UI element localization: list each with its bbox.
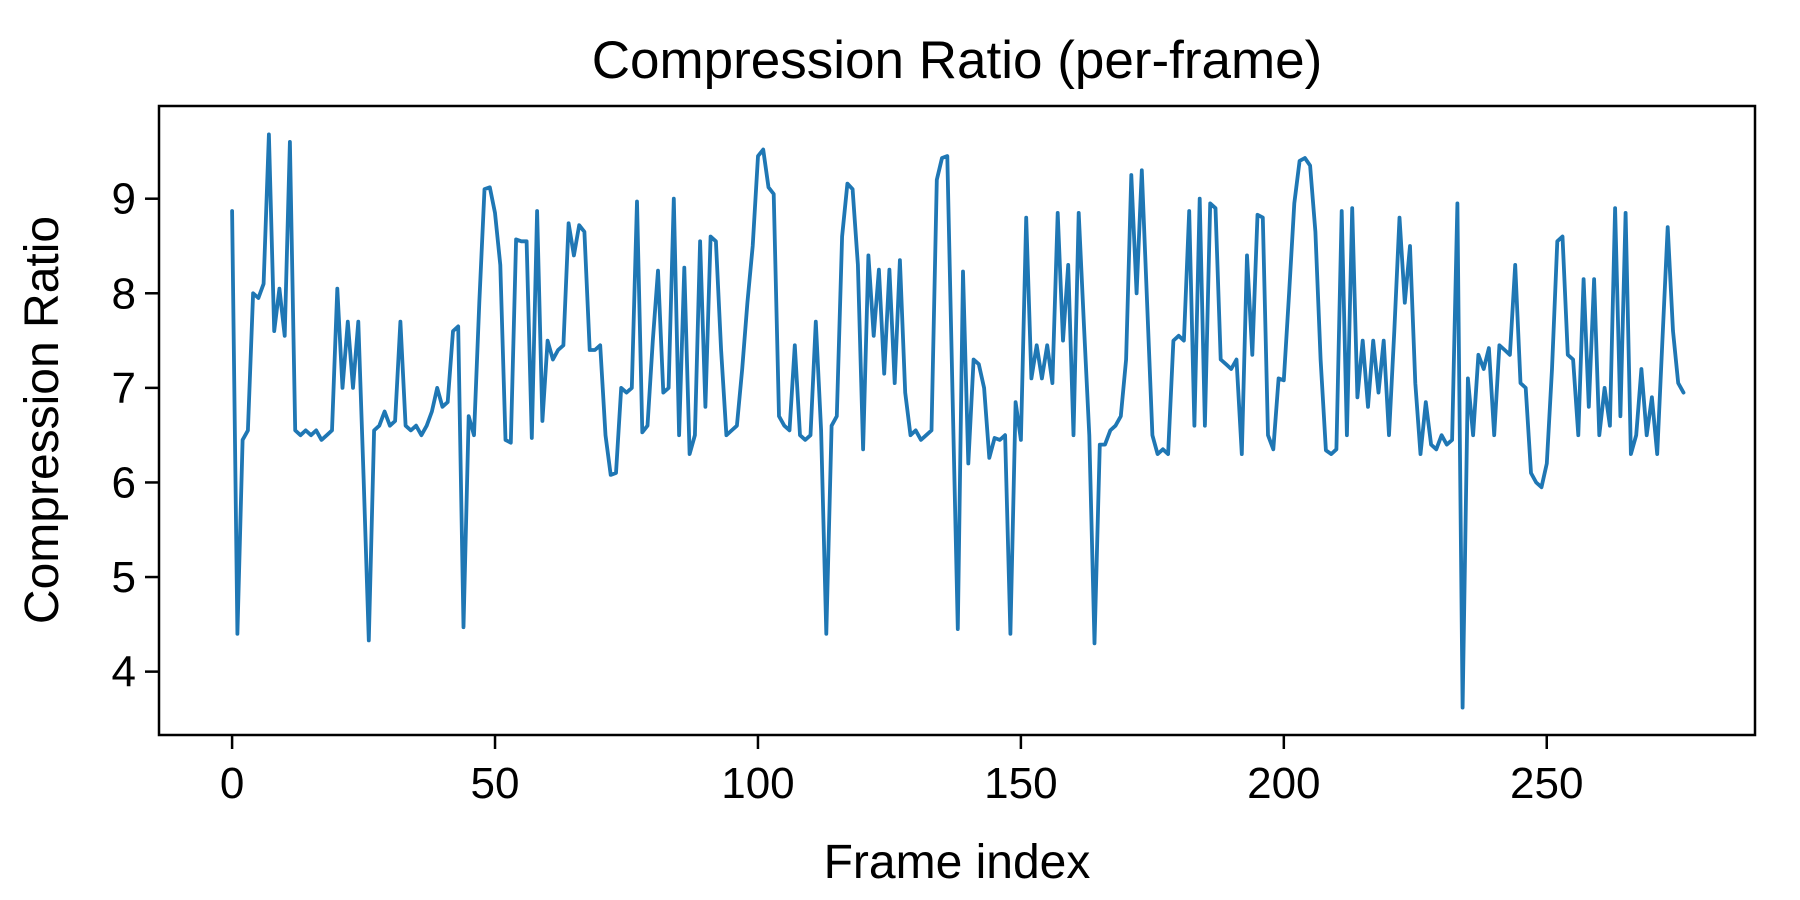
y-tick-label: 5: [112, 553, 136, 602]
y-axis-label: Compression Ratio: [16, 216, 69, 624]
y-tick-label: 6: [112, 458, 136, 507]
x-axis-label: Frame index: [824, 836, 1091, 889]
y-tick-label: 9: [112, 175, 136, 224]
y-tick-label: 7: [112, 364, 136, 413]
plot-area: 0 50 100 150 200 250 4 5 6 7 8 9: [112, 104, 1757, 808]
y-tick-label: 8: [112, 269, 136, 318]
chart-title: Compression Ratio (per-frame): [592, 31, 1322, 90]
x-tick-label: 250: [1510, 759, 1583, 808]
y-tick-label: 4: [112, 648, 136, 697]
axes-spines: [157, 104, 1757, 737]
x-tick-label: 100: [721, 759, 794, 808]
x-tick-label: 200: [1247, 759, 1320, 808]
data-line-series: [230, 132, 1686, 710]
x-tick-label: 0: [220, 759, 244, 808]
x-tick-label: 50: [471, 759, 520, 808]
x-tick-label: 150: [984, 759, 1057, 808]
